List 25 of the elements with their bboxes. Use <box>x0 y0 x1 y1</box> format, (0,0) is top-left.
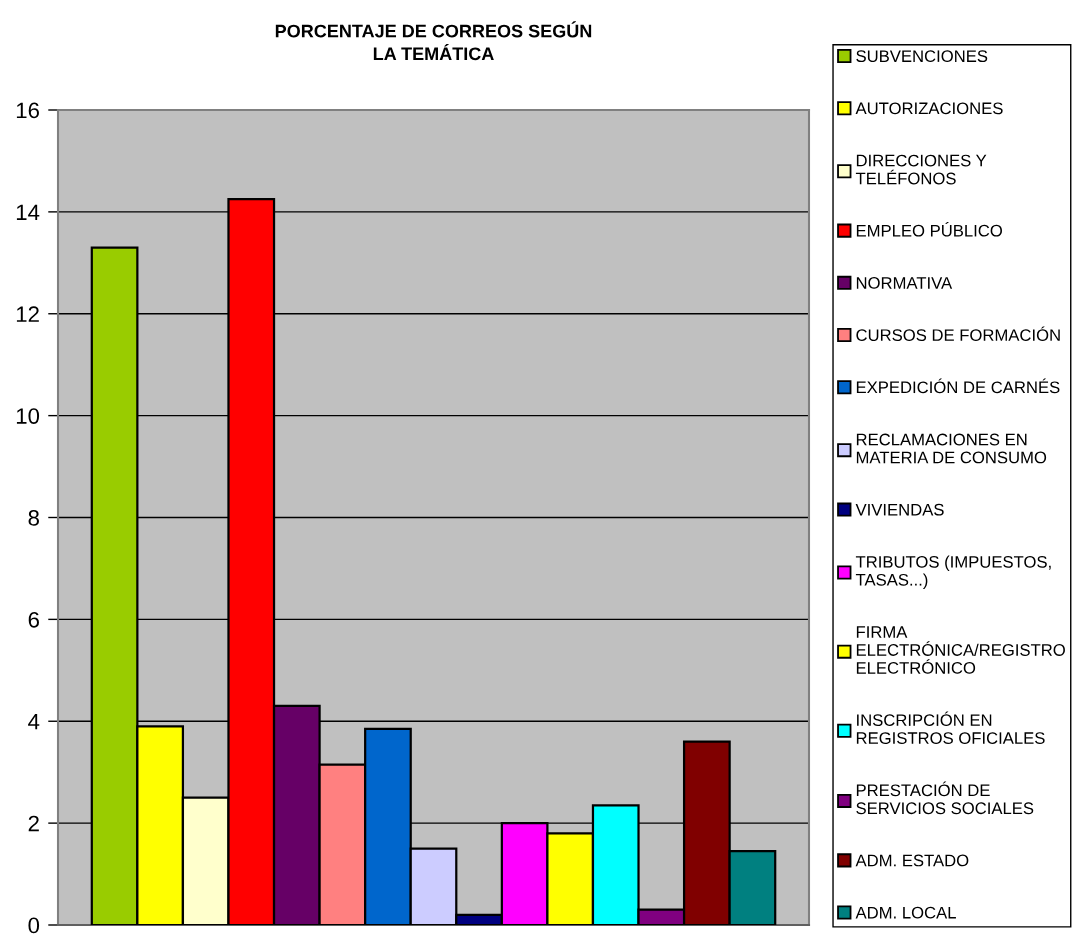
legend-label: SUBVENCIONES <box>856 50 988 63</box>
legend-label: DIRECCIONES Y TELÉFONOS <box>855 154 987 185</box>
legend-label: CURSOS DE FORMACIÓN <box>856 326 1060 342</box>
y-tick-label: 8 <box>28 510 39 526</box>
legend-label: NORMATIVA <box>856 277 953 289</box>
chart-title: PORCENTAJE DE CORREOS SEGÚN LA TEMÁTICA <box>275 21 592 61</box>
legend-label: AUTORIZACIONES <box>855 102 1003 115</box>
y-tick-label: 4 <box>28 714 40 730</box>
legend-label: EMPLEO PÚBLICO <box>856 221 1002 237</box>
legend-label: ADM. ESTADO <box>855 854 969 867</box>
y-tick-label: 10 <box>16 408 40 424</box>
y-tick-label: 16 <box>16 102 39 119</box>
y-tick-label: 0 <box>28 917 40 934</box>
y-tick-label: 2 <box>28 815 39 832</box>
legend-label: PRESTACIÓN DE SERVICIOS SOCIALES <box>856 781 1034 815</box>
y-tick-label: 14 <box>16 204 40 220</box>
y-tick-label: 6 <box>28 611 39 628</box>
legend-label: VIVIENDAS <box>855 503 944 516</box>
legend-label: EXPEDICIÓN DE CARNÉS <box>856 378 1060 394</box>
legend-label: INSCRIPCIÓN EN REGISTROS OFICIALES <box>856 711 1045 744</box>
y-tick-label: 12 <box>16 306 39 322</box>
legend-label: RECLAMACIONES EN MATERIA DE CONSUMO <box>856 433 1047 464</box>
legend-label: ADM. LOCAL <box>855 906 956 919</box>
legend-label: FIRMA ELECTRÓNICA/REGISTRO ELECTRÓNICO <box>856 626 1065 674</box>
legend-label: TRIBUTOS (IMPUESTOS, TASAS...) <box>855 555 1051 590</box>
